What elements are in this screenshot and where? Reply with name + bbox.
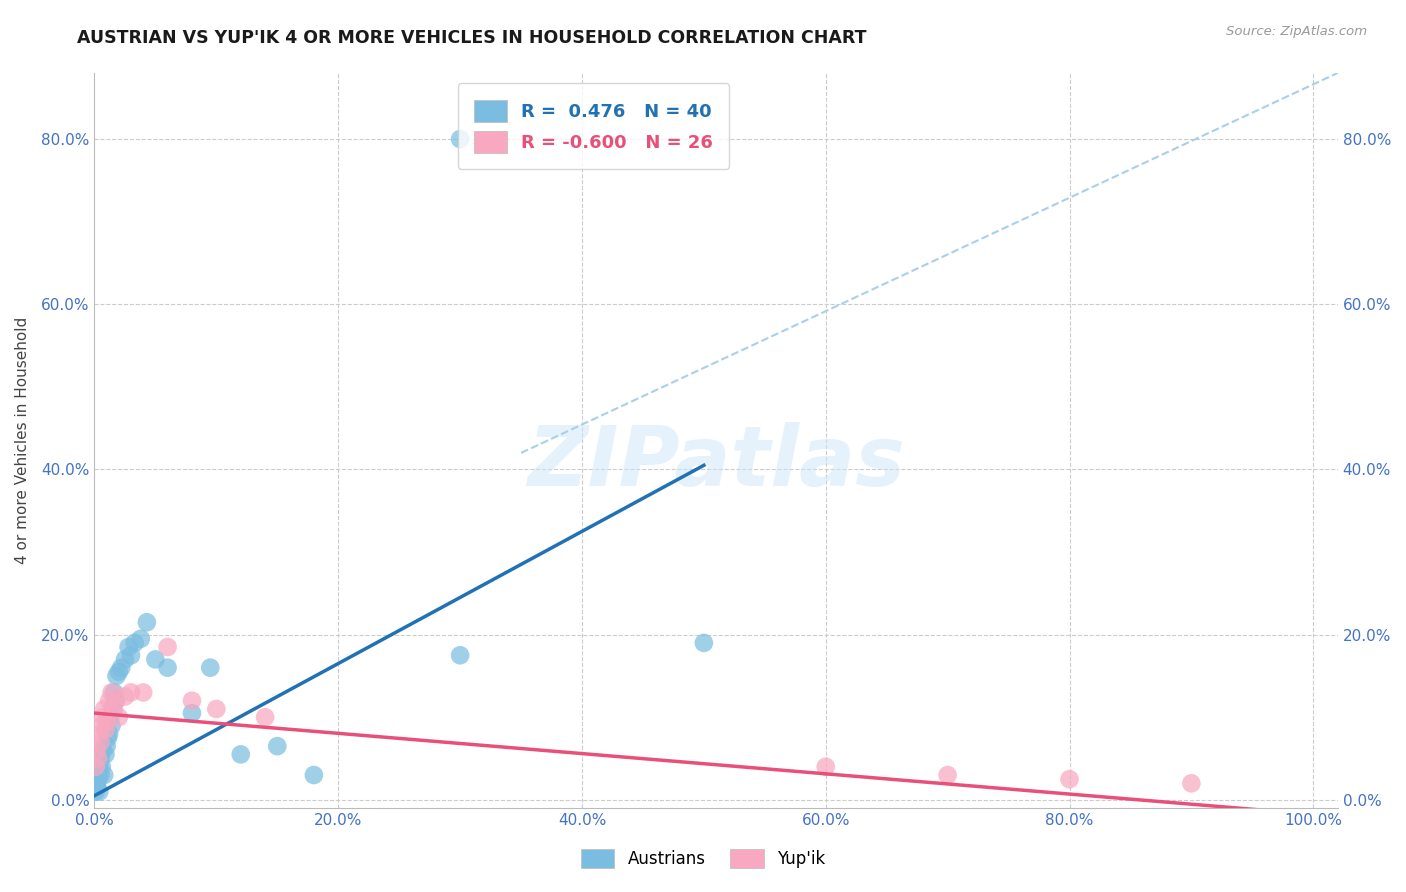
Point <box>120 685 142 699</box>
Point <box>100 718 122 732</box>
Point <box>101 702 124 716</box>
Point <box>90 760 112 774</box>
Point <box>114 690 136 704</box>
Point <box>1059 772 1081 787</box>
Point <box>936 768 959 782</box>
Point <box>93 768 115 782</box>
Point <box>87 768 110 782</box>
Text: AUSTRIAN VS YUP'IK 4 OR MORE VEHICLES IN HOUSEHOLD CORRELATION CHART: AUSTRIAN VS YUP'IK 4 OR MORE VEHICLES IN… <box>77 29 868 46</box>
Legend: Austrians, Yup'ik: Austrians, Yup'ik <box>574 843 832 875</box>
Point <box>108 710 131 724</box>
Point <box>117 640 139 654</box>
Point <box>181 694 204 708</box>
Point <box>89 760 111 774</box>
Point <box>94 747 117 762</box>
Point <box>254 710 277 724</box>
Point <box>87 751 110 765</box>
Point <box>91 710 114 724</box>
Point <box>91 743 114 757</box>
Point <box>156 661 179 675</box>
Point <box>90 751 112 765</box>
Point <box>200 661 222 675</box>
Point <box>181 706 204 720</box>
Point <box>105 694 128 708</box>
Point <box>89 784 111 798</box>
Point <box>93 702 115 716</box>
Point <box>449 648 471 663</box>
Point <box>90 768 112 782</box>
Point <box>86 743 108 757</box>
Point <box>98 727 121 741</box>
Y-axis label: 4 or more Vehicles in Household: 4 or more Vehicles in Household <box>15 317 30 564</box>
Point <box>124 636 146 650</box>
Point <box>104 694 127 708</box>
Point <box>98 710 121 724</box>
Point <box>98 694 121 708</box>
Point <box>90 735 112 749</box>
Point <box>156 640 179 654</box>
Point <box>266 739 288 753</box>
Point <box>1180 776 1202 790</box>
Point <box>96 739 118 753</box>
Point <box>94 723 117 737</box>
Point <box>108 665 131 679</box>
Point <box>205 702 228 716</box>
Point <box>103 685 125 699</box>
Point <box>302 768 325 782</box>
Point <box>145 652 167 666</box>
Point <box>693 636 716 650</box>
Point <box>89 727 111 741</box>
Point <box>96 714 118 729</box>
Point <box>120 648 142 663</box>
Text: Source: ZipAtlas.com: Source: ZipAtlas.com <box>1226 25 1367 38</box>
Point <box>129 632 152 646</box>
Point <box>100 685 122 699</box>
Text: ZIPatlas: ZIPatlas <box>527 422 905 503</box>
Point <box>97 731 120 745</box>
Point <box>132 685 155 699</box>
Point <box>103 702 125 716</box>
Point <box>814 760 837 774</box>
Legend: R =  0.476   N = 40, R = -0.600   N = 26: R = 0.476 N = 40, R = -0.600 N = 26 <box>458 84 730 169</box>
Point <box>110 661 132 675</box>
Point <box>229 747 252 762</box>
Point <box>86 780 108 795</box>
Point <box>105 669 128 683</box>
Point <box>90 718 112 732</box>
Point <box>449 132 471 146</box>
Point <box>114 652 136 666</box>
Point <box>135 615 157 630</box>
Point <box>87 772 110 787</box>
Point <box>84 760 107 774</box>
Point <box>86 776 108 790</box>
Point <box>84 784 107 798</box>
